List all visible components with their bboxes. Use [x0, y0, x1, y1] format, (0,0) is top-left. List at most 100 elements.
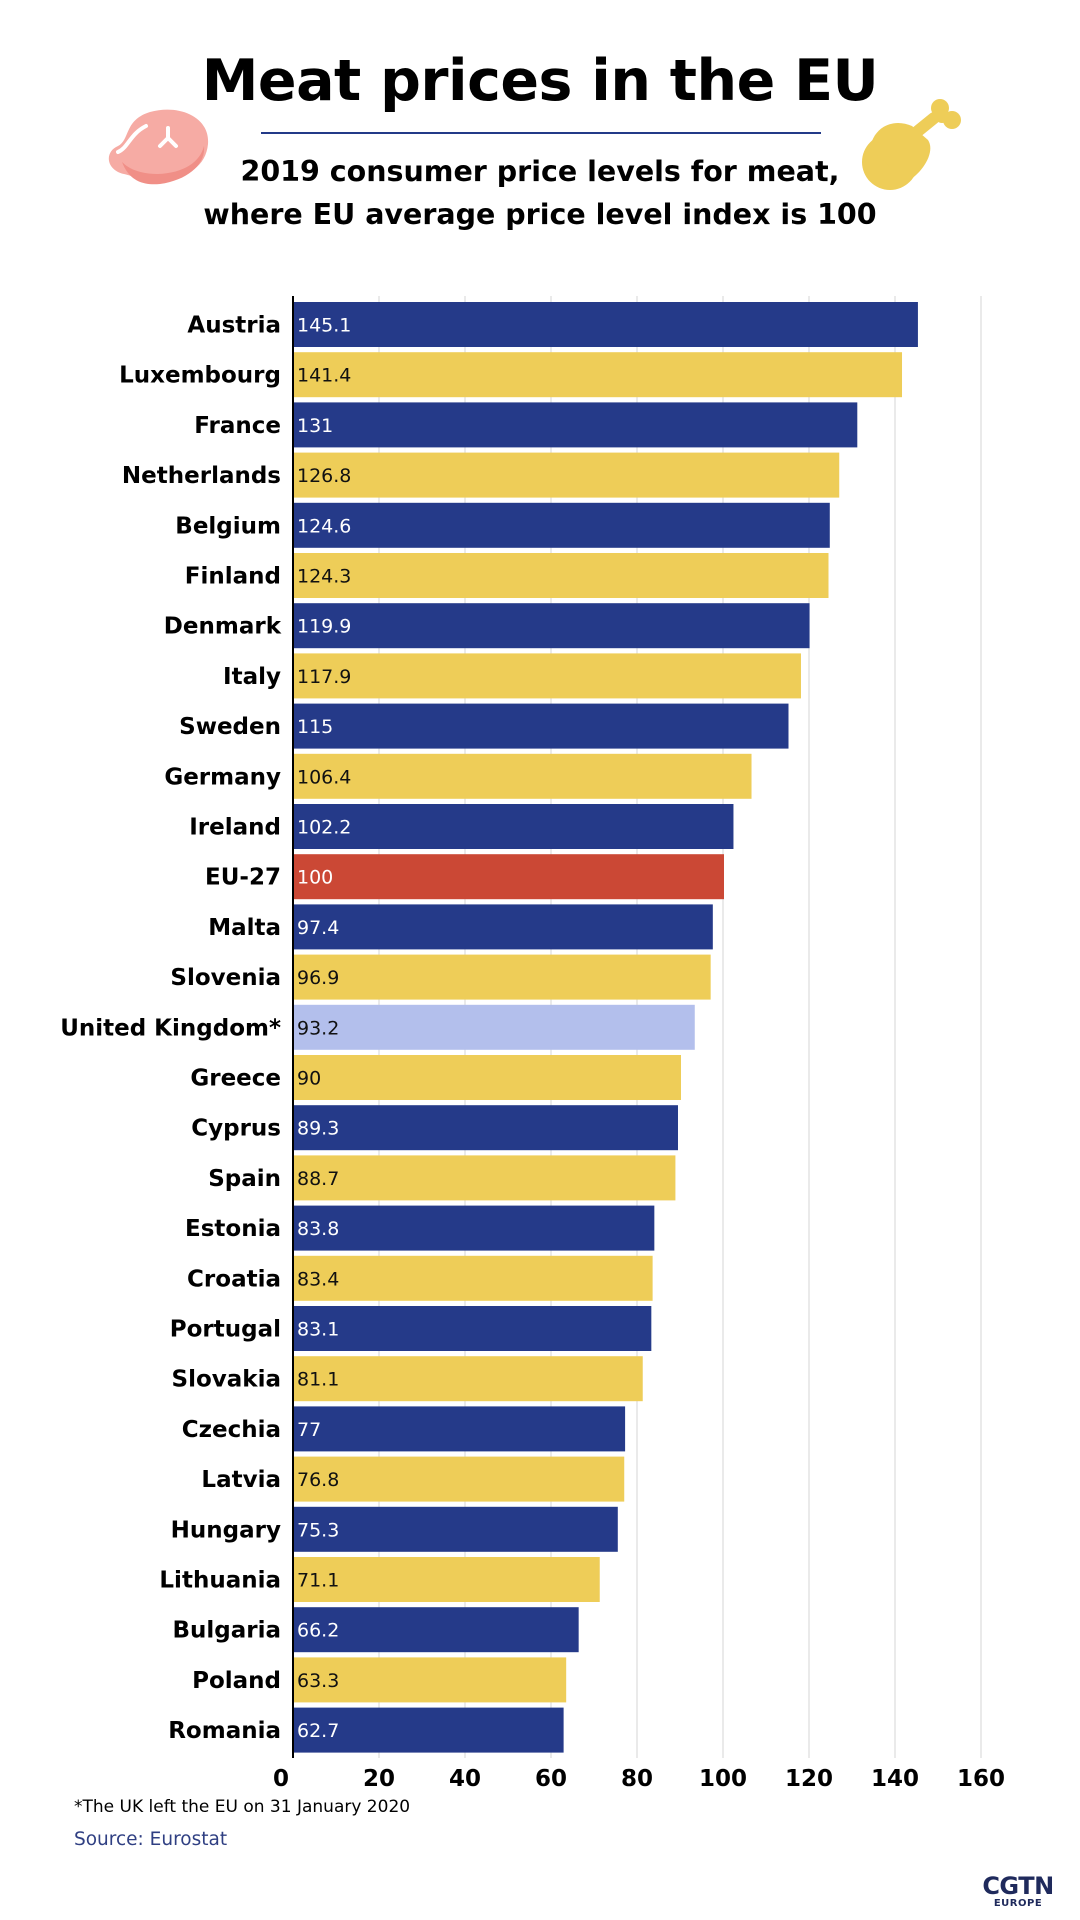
- x-tick-label: 20: [363, 1766, 395, 1792]
- chart-subtitle-line-1: 2019 consumer price levels for meat,: [240, 155, 840, 188]
- category-label: Denmark: [164, 614, 282, 640]
- bar-value-label: 124.6: [297, 515, 351, 537]
- bar-value-label: 145.1: [297, 315, 351, 337]
- bar-value-label: 75.3: [297, 1519, 339, 1541]
- bar-value-label: 102.2: [297, 817, 351, 839]
- bar: [294, 1155, 676, 1201]
- bar-value-label: 71.1: [297, 1570, 339, 1592]
- bar-value-label: 62.7: [297, 1720, 339, 1742]
- source-note: Source: Eurostat: [74, 1829, 228, 1850]
- category-label: Cyprus: [191, 1116, 281, 1142]
- bar: [294, 1657, 567, 1703]
- bar: [294, 804, 734, 849]
- x-tick-label: 40: [449, 1766, 481, 1792]
- category-label: Greece: [190, 1066, 281, 1092]
- x-tick-label: 0: [273, 1766, 289, 1792]
- bar-value-label: 126.8: [297, 465, 351, 487]
- x-axis-tick-labels: 0 20 40 60 80 100 120 140 160: [273, 1766, 1005, 1792]
- bar-value-label: 90: [297, 1068, 321, 1090]
- bar: [294, 352, 903, 398]
- bar-chart: 145.1 141.4 131 126.8 124.6 124.3 119.9 117.9 11…: [60, 296, 1005, 1792]
- bar: [294, 302, 918, 347]
- bar-value-label: 83.8: [297, 1218, 339, 1240]
- category-label: France: [194, 413, 281, 439]
- category-label: Portugal: [170, 1317, 281, 1343]
- bar-value-label: 93.2: [297, 1017, 339, 1039]
- bar-value-label: 77: [297, 1419, 321, 1441]
- bar-value-label: 100: [297, 867, 333, 889]
- bar: [294, 954, 711, 1000]
- category-label: Romania: [168, 1718, 281, 1744]
- x-tick-label: 120: [785, 1766, 833, 1792]
- category-label: Luxembourg: [119, 363, 281, 389]
- bar-value-labels: 145.1 141.4 131 126.8 124.6 124.3 119.9 117.9 11…: [297, 315, 351, 1743]
- category-label: Ireland: [189, 815, 281, 841]
- bar: [294, 502, 830, 548]
- category-label: Hungary: [171, 1517, 281, 1543]
- chart-title: Meat prices in the EU: [201, 48, 879, 114]
- bar: [294, 553, 829, 598]
- bar: [294, 1205, 655, 1251]
- bar-value-label: 88.7: [297, 1168, 339, 1190]
- bar-value-label: 124.3: [297, 566, 351, 588]
- bar-value-label: 66.2: [297, 1620, 339, 1642]
- bar: [294, 1255, 653, 1301]
- bar-value-label: 117.9: [297, 666, 351, 688]
- bar: [294, 854, 724, 900]
- bar: [294, 904, 713, 950]
- bar-value-label: 81.1: [297, 1369, 339, 1391]
- category-label: Bulgaria: [172, 1618, 281, 1644]
- logo-main-text: CGTN: [982, 1872, 1054, 1900]
- bar-value-label: 115: [297, 716, 333, 738]
- bar: [294, 753, 752, 799]
- category-label: Slovakia: [172, 1367, 281, 1393]
- footnote: *The UK left the EU on 31 January 2020: [74, 1797, 411, 1817]
- bar: [294, 703, 789, 749]
- x-tick-label: 100: [699, 1766, 747, 1792]
- title-underline: [261, 132, 821, 134]
- x-tick-label: 140: [871, 1766, 919, 1792]
- bar-value-label: 97.4: [297, 917, 339, 939]
- category-label: Poland: [192, 1668, 281, 1694]
- category-label: Austria: [187, 313, 281, 339]
- chart-subtitle-line-2: where EU average price level index is 10…: [203, 198, 877, 231]
- bar: [294, 1557, 600, 1602]
- bar: [294, 1607, 579, 1653]
- category-label: Lithuania: [159, 1568, 281, 1594]
- bar: [294, 1306, 652, 1351]
- bar: [294, 1055, 681, 1100]
- x-tick-label: 160: [957, 1766, 1005, 1792]
- steak-icon: [108, 109, 209, 185]
- cgtn-logo: CGTN EUROPE: [978, 1874, 1058, 1910]
- category-label: EU-27: [205, 865, 281, 891]
- bar: [294, 653, 801, 699]
- category-label: Latvia: [201, 1467, 281, 1493]
- bar-value-label: 106.4: [297, 766, 351, 788]
- bars: [294, 302, 918, 1753]
- category-label: Germany: [164, 764, 281, 790]
- category-label: Estonia: [185, 1216, 281, 1242]
- bar: [294, 1456, 625, 1502]
- bar-value-label: 76.8: [297, 1469, 339, 1491]
- x-tick-label: 60: [535, 1766, 567, 1792]
- bar-value-label: 89.3: [297, 1118, 339, 1140]
- category-label: United Kingdom*: [60, 1015, 281, 1041]
- bar-value-label: 96.9: [297, 967, 339, 989]
- category-label: Belgium: [175, 513, 281, 539]
- category-label: Spain: [208, 1166, 281, 1192]
- category-label: Malta: [208, 915, 281, 941]
- bar-value-label: 63.3: [297, 1670, 339, 1692]
- bar: [294, 1707, 564, 1753]
- category-label: Czechia: [182, 1417, 281, 1443]
- category-label: Italy: [223, 664, 281, 690]
- category-label: Netherlands: [122, 463, 281, 489]
- bar: [294, 603, 810, 649]
- category-label: Slovenia: [170, 965, 281, 991]
- category-label: Sweden: [179, 714, 281, 740]
- bar-value-label: 131: [297, 415, 333, 437]
- bar: [294, 1004, 695, 1050]
- bar-value-label: 83.1: [297, 1319, 339, 1341]
- category-labels: Austria Luxembourg France Netherlands Belgiu…: [60, 313, 282, 1745]
- bar: [294, 1506, 618, 1552]
- bar-value-label: 119.9: [297, 616, 351, 638]
